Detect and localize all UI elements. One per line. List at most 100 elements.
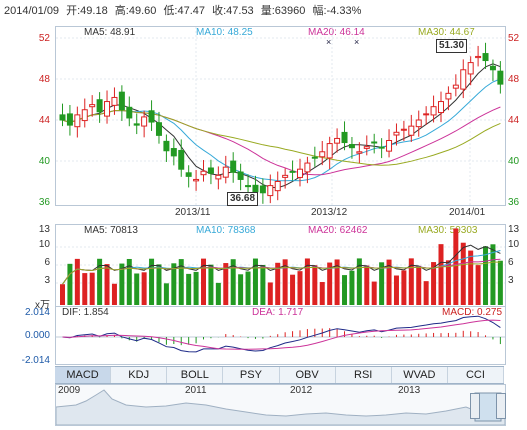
- candle-body: [334, 137, 341, 144]
- volume-bar: [215, 282, 221, 305]
- candle-body: [475, 55, 482, 59]
- volume-bar: [275, 262, 281, 305]
- timeline-navigator[interactable]: 2009 2011 2012 2013: [55, 384, 506, 426]
- candle-body: [148, 110, 155, 123]
- quote-date: 2014/01/09: [4, 5, 60, 17]
- candle-body: [133, 123, 140, 126]
- volume-bars-plot: [56, 228, 505, 305]
- candle-body: [178, 149, 185, 170]
- candle-body: [252, 184, 259, 193]
- candle-body: [59, 114, 66, 121]
- candle-body: [215, 174, 222, 180]
- vol-ma30-legend: MA30: 59303: [418, 225, 478, 236]
- candle-body: [230, 160, 237, 173]
- volume-bar: [89, 272, 95, 305]
- volume-bar: [490, 244, 496, 305]
- candle-body: [104, 101, 111, 117]
- low-price-callout: 36.68: [227, 192, 259, 206]
- candle-body: [408, 125, 415, 136]
- candle-body: [81, 109, 88, 122]
- price-chart[interactable]: MA5: 48.91 MA10: 48.25 MA20: 46.14 MA30:…: [55, 26, 506, 206]
- navigator-overview-plot: [56, 389, 505, 425]
- quote-volume: 量:63960: [260, 5, 306, 17]
- volume-bar: [193, 271, 199, 305]
- volume-bar: [186, 273, 192, 305]
- year-2013: 2013: [398, 385, 421, 396]
- price-axis-right-52: 52: [508, 33, 520, 44]
- candle-body: [141, 116, 148, 127]
- dea-line: [62, 319, 501, 350]
- tab-psy[interactable]: PSY: [223, 367, 280, 383]
- candle-body: [445, 92, 452, 100]
- vol-axis-right-6: 6: [508, 257, 514, 268]
- ma5-line: [62, 63, 501, 189]
- vol-unit-label: x万: [35, 300, 50, 311]
- vol-axis-3: 3: [44, 275, 50, 286]
- tab-obv[interactable]: OBV: [279, 367, 336, 383]
- candle-body: [296, 168, 303, 178]
- tab-boll[interactable]: BOLL: [167, 367, 224, 383]
- vol-axis-13: 13: [38, 224, 50, 235]
- volume-bar: [82, 273, 88, 305]
- macd-dea-legend: DEA: 1.717: [252, 307, 304, 318]
- macd-axis-top: 2.014: [24, 307, 50, 318]
- macd-axis-zero: 0.000: [24, 330, 50, 341]
- candle-body: [118, 91, 125, 111]
- volume-bar: [238, 274, 244, 305]
- volume-bar: [364, 265, 370, 305]
- macd-axis-bottom: -2.014: [21, 355, 50, 366]
- candle-body: [348, 144, 355, 149]
- candle-body: [111, 96, 118, 106]
- vol-ma20-legend: MA20: 62462: [308, 225, 368, 236]
- volume-bar: [223, 263, 229, 305]
- volume-bar: [356, 258, 362, 305]
- macd-value-legend: MACD: 0.275: [442, 307, 503, 318]
- vol-ma5-legend: MA5: 70813: [84, 225, 138, 236]
- price-axis-left-40: 40: [38, 156, 50, 167]
- candle-body: [319, 151, 326, 158]
- volume-bar: [445, 260, 451, 305]
- price-axis-left-44: 44: [38, 115, 50, 126]
- volume-bar: [252, 258, 258, 305]
- tab-cci[interactable]: CCI: [447, 367, 504, 383]
- tab-wvad[interactable]: WVAD: [391, 367, 448, 383]
- volume-ma30-line: [62, 261, 501, 285]
- candle-body: [341, 131, 348, 144]
- volume-bar: [304, 258, 310, 305]
- volume-bar: [267, 282, 273, 305]
- price-axis-right-36: 36: [508, 197, 520, 208]
- candle-body: [193, 178, 200, 182]
- quote-change: 幅:-4.33%: [312, 5, 362, 17]
- volume-bar: [156, 264, 162, 305]
- volume-bar: [408, 258, 414, 305]
- year-2009: 2009: [58, 385, 81, 396]
- navigator-left-handle[interactable]: [470, 393, 480, 419]
- vol-axis-6: 6: [44, 257, 50, 268]
- volume-bar: [67, 263, 73, 305]
- tab-macd[interactable]: MACD: [55, 367, 112, 383]
- quote-close: 收:47.53: [212, 5, 254, 17]
- navigator-right-handle[interactable]: [496, 393, 506, 419]
- volume-bar: [171, 263, 177, 305]
- volume-chart[interactable]: MA5: 70813 MA10: 78368 MA20: 62462 MA30:…: [55, 224, 506, 308]
- volume-bar: [497, 260, 503, 305]
- high-price-callout: 51.30: [436, 39, 468, 53]
- dif-line: [62, 315, 501, 353]
- tab-kdj[interactable]: KDJ: [111, 367, 168, 383]
- candle-body: [400, 128, 407, 131]
- quote-low: 低:47.47: [163, 5, 206, 17]
- volume-bar: [468, 250, 474, 305]
- candle-body: [378, 146, 385, 149]
- quote-high: 高:49.60: [114, 5, 157, 17]
- svg-text:×: ×: [326, 37, 331, 47]
- macd-chart[interactable]: DIF: 1.854 DEA: 1.717 MACD: 0.275: [55, 306, 506, 365]
- volume-bar: [327, 262, 333, 305]
- volume-bar: [431, 262, 437, 305]
- candlestick-plot: × ×: [56, 27, 505, 205]
- price-ma20-legend: MA20: 46.14: [308, 27, 365, 38]
- volume-bar: [379, 262, 385, 305]
- candle-body: [126, 106, 133, 119]
- volume-bar: [178, 259, 184, 305]
- tab-rsi[interactable]: RSI: [335, 367, 392, 383]
- candle-body: [89, 104, 96, 108]
